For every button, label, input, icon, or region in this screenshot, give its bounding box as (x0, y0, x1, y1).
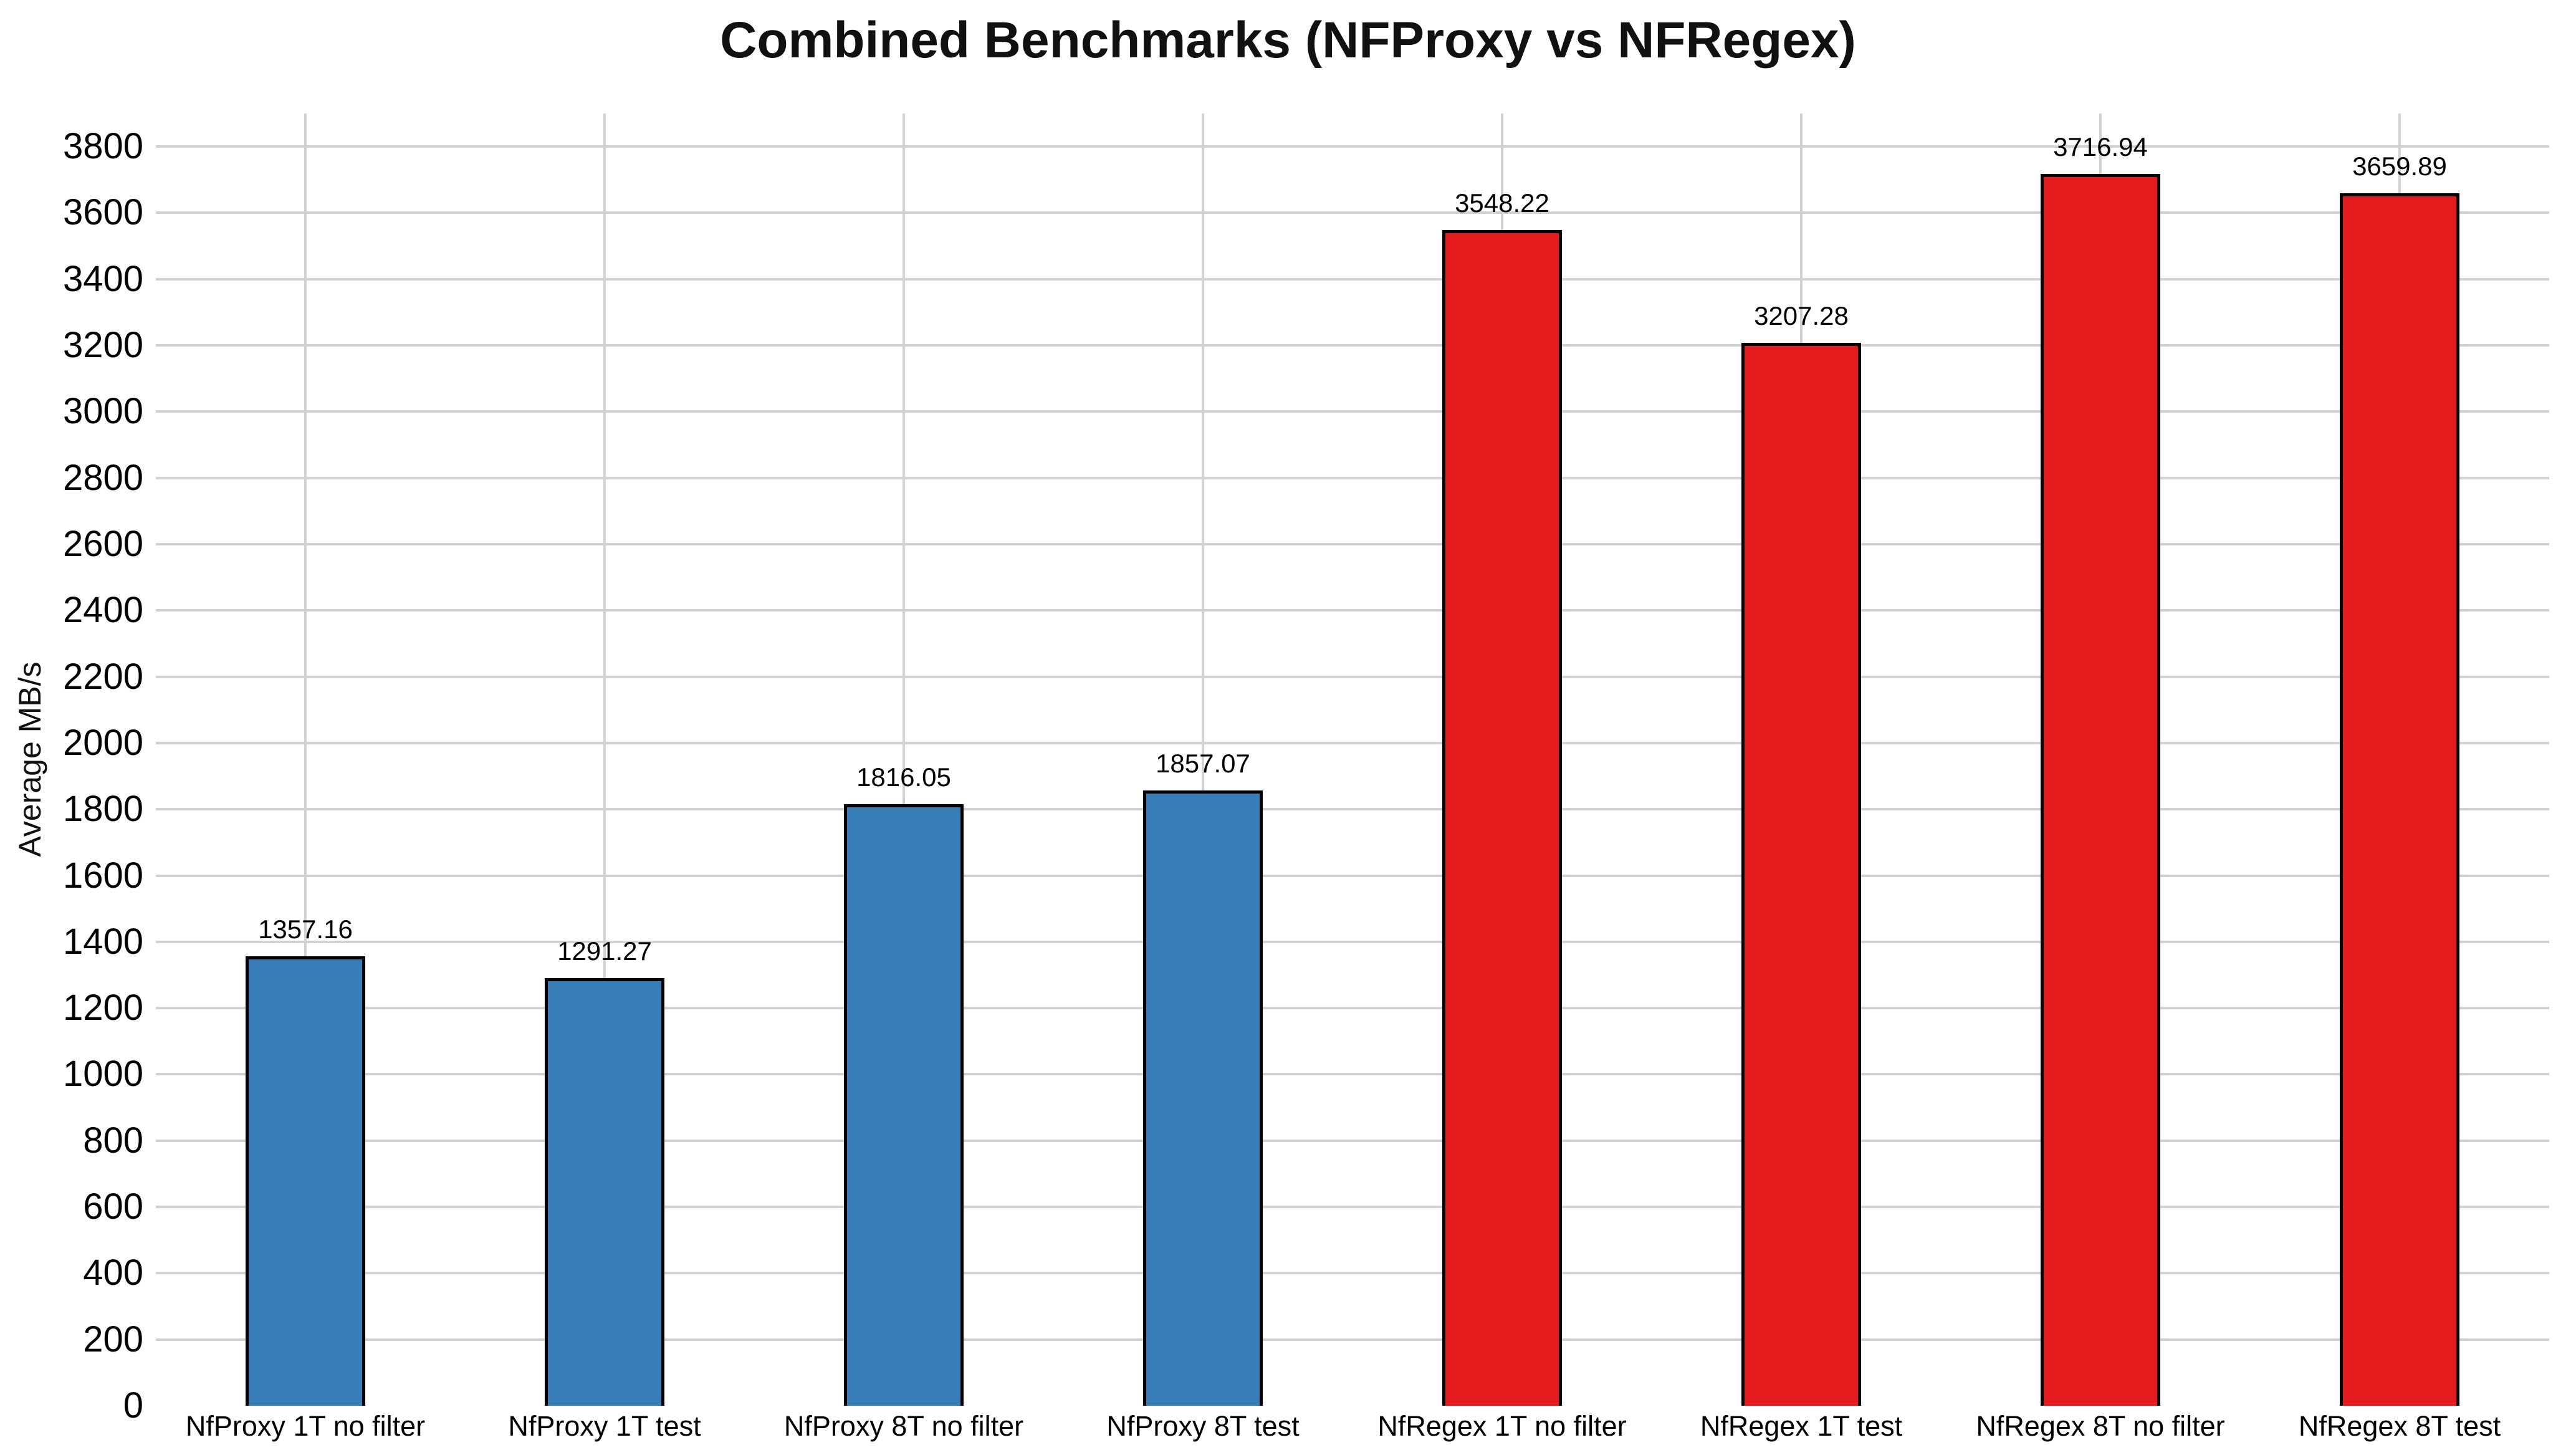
y-gridline (156, 410, 2549, 413)
y-gridline (156, 344, 2549, 347)
y-gridline (156, 1206, 2549, 1209)
chart-title: Combined Benchmarks (NFProxy vs NFRegex) (720, 12, 1856, 69)
y-tick-label: 800 (83, 1120, 143, 1161)
bar-value-label: 3659.89 (2352, 151, 2447, 181)
y-tick-label: 1000 (62, 1054, 143, 1095)
x-category-label: NfProxy 8T no filter (783, 1410, 1024, 1442)
y-gridline (156, 145, 2549, 148)
y-gridline (156, 1007, 2549, 1010)
bar-value-label: 3548.22 (1455, 188, 1549, 218)
y-tick-label: 1200 (62, 987, 143, 1029)
y-gridline (156, 1139, 2549, 1142)
y-tick-label: 3400 (62, 258, 143, 299)
bar-6 (1741, 343, 1861, 1406)
y-gridline (156, 940, 2549, 943)
y-tick-label: 3800 (62, 126, 143, 167)
y-tick-label: 0 (123, 1385, 143, 1426)
y-gridline (156, 476, 2549, 479)
bar-value-label: 1291.27 (557, 936, 652, 966)
bar-value-label: 3207.28 (1754, 301, 1849, 331)
y-gridline (156, 874, 2549, 877)
x-category-label: NfProxy 1T no filter (185, 1410, 426, 1442)
y-gridline (156, 211, 2549, 214)
y-tick-label: 2800 (62, 457, 143, 498)
bar-value-label: 1816.05 (856, 762, 951, 792)
y-gridline (156, 277, 2549, 281)
x-gridline (304, 113, 307, 1406)
bar-value-label: 1357.16 (258, 914, 353, 944)
y-gridline (156, 1272, 2549, 1275)
y-gridline (156, 741, 2549, 744)
y-tick-label: 2200 (62, 656, 143, 697)
y-tick-label: 1800 (62, 789, 143, 830)
x-gridline (603, 113, 606, 1406)
y-gridline (156, 609, 2549, 612)
x-category-label: NfRegex 8T no filter (1976, 1410, 2225, 1442)
y-gridline (156, 1073, 2549, 1076)
y-gridline (156, 675, 2549, 678)
x-gridline (903, 113, 905, 1406)
bar-8 (2340, 193, 2459, 1406)
y-gridline (156, 1338, 2549, 1341)
y-tick-label: 600 (83, 1186, 143, 1227)
y-gridline (156, 808, 2549, 811)
bar-4 (1143, 790, 1263, 1406)
y-tick-label: 2000 (62, 722, 143, 763)
bar-value-label: 1857.07 (1156, 748, 1250, 778)
y-tick-label: 1600 (62, 855, 143, 896)
y-gridline (156, 543, 2549, 545)
x-category-label: NfProxy 1T test (508, 1410, 701, 1442)
y-tick-label: 2600 (62, 524, 143, 564)
y-tick-label: 2400 (62, 590, 143, 631)
y-tick-label: 3200 (62, 325, 143, 366)
y-tick-label: 3000 (62, 391, 143, 432)
y-tick-label: 3600 (62, 192, 143, 233)
x-category-label: NfRegex 1T no filter (1377, 1410, 1627, 1442)
x-category-label: NfProxy 8T test (1106, 1410, 1300, 1442)
bar-7 (2041, 174, 2160, 1406)
bar-5 (1442, 229, 1562, 1406)
x-category-label: NfRegex 8T test (2298, 1410, 2501, 1442)
bar-1 (246, 956, 365, 1406)
x-gridline (1202, 113, 1204, 1406)
bar-value-label: 3716.94 (2053, 132, 2148, 162)
bar-2 (545, 977, 664, 1406)
y-tick-label: 1400 (62, 921, 143, 962)
x-category-label: NfRegex 1T test (1700, 1410, 1903, 1442)
y-tick-label: 200 (83, 1318, 143, 1360)
y-tick-label: 400 (83, 1252, 143, 1294)
bar-3 (844, 804, 964, 1406)
